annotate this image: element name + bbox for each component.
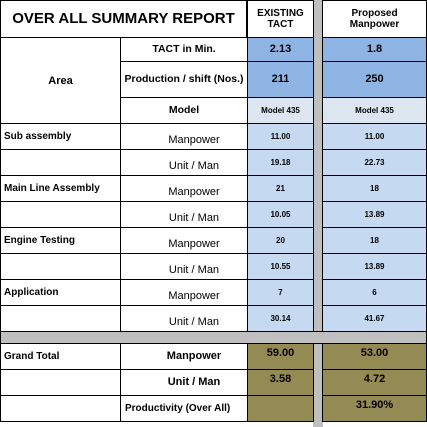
empty-cell bbox=[0, 201, 121, 228]
empty-cell bbox=[0, 253, 121, 280]
row-label: Unit / Man bbox=[120, 369, 248, 396]
existing-header: EXISTING TACT bbox=[247, 0, 314, 38]
proposed-value: 13.89 bbox=[322, 201, 427, 228]
existing-value: 11.00 bbox=[247, 123, 314, 150]
row-label: Manpower bbox=[120, 175, 248, 202]
existing-value: 10.55 bbox=[247, 253, 314, 280]
row-label: Unit / Man bbox=[120, 253, 248, 280]
section-name: Engine Testing bbox=[0, 227, 121, 254]
row-label: Manpower bbox=[120, 343, 248, 370]
existing-value bbox=[247, 395, 314, 422]
existing-value: 20 bbox=[247, 227, 314, 254]
row-label: Manpower bbox=[120, 227, 248, 254]
proposed-value: 22.73 bbox=[322, 149, 427, 176]
existing-value: 2.13 bbox=[247, 37, 314, 62]
proposed-value: 1.8 bbox=[322, 37, 427, 62]
row-label: Unit / Man bbox=[120, 201, 248, 228]
existing-value: 3.58 bbox=[247, 369, 314, 396]
row-label: Manpower bbox=[120, 123, 248, 150]
existing-value: 19.18 bbox=[247, 149, 314, 176]
proposed-value: 41.67 bbox=[322, 305, 427, 332]
row-label: TACT in Min. bbox=[120, 37, 248, 62]
separator-column bbox=[313, 0, 323, 427]
proposed-value: 18 bbox=[322, 175, 427, 202]
empty-cell bbox=[0, 369, 121, 396]
existing-value: 7 bbox=[247, 279, 314, 306]
row-label: Model bbox=[120, 97, 248, 124]
proposed-value: 18 bbox=[322, 227, 427, 254]
row-label: Unit / Man bbox=[120, 305, 248, 332]
existing-value: Model 435 bbox=[247, 97, 314, 124]
existing-value: 10.05 bbox=[247, 201, 314, 228]
proposed-value: 11.00 bbox=[322, 123, 427, 150]
proposed-header: Proposed Manpower bbox=[322, 0, 427, 38]
section-name: Main Line Assembly bbox=[0, 175, 121, 202]
row-label: Production / shift (Nos.) bbox=[120, 61, 248, 98]
row-label: Manpower bbox=[120, 279, 248, 306]
existing-value: 30.14 bbox=[247, 305, 314, 332]
existing-value: 21 bbox=[247, 175, 314, 202]
proposed-value: Model 435 bbox=[322, 97, 427, 124]
proposed-value: 4.72 bbox=[322, 369, 427, 396]
section-name: Sub assembly bbox=[0, 123, 121, 150]
empty-cell bbox=[0, 149, 121, 176]
proposed-value: 31.90% bbox=[322, 395, 427, 422]
area-label: Area bbox=[0, 37, 121, 126]
section-name: Application bbox=[0, 279, 121, 306]
proposed-value: 53.00 bbox=[322, 343, 427, 370]
proposed-value: 6 bbox=[322, 279, 427, 306]
row-label: Unit / Man bbox=[120, 149, 248, 176]
empty-cell bbox=[0, 395, 121, 422]
empty-cell bbox=[0, 305, 121, 332]
existing-value: 211 bbox=[247, 61, 314, 98]
existing-value: 59.00 bbox=[247, 343, 314, 370]
row-label: Productivity (Over All) bbox=[120, 395, 248, 422]
proposed-value: 13.89 bbox=[322, 253, 427, 280]
proposed-value: 250 bbox=[322, 61, 427, 98]
grand-total-label: Grand Total bbox=[0, 343, 121, 370]
report-title: OVER ALL SUMMARY REPORT bbox=[0, 0, 247, 38]
